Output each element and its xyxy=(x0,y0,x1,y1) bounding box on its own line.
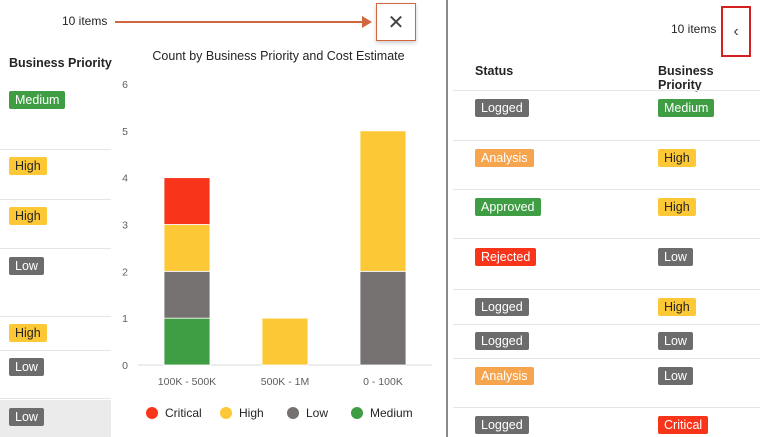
row-separator xyxy=(0,350,111,351)
status-badge: Analysis xyxy=(475,367,534,385)
right-panel: 10 items ‹ Status Business Priority Logg… xyxy=(448,0,760,437)
row-separator xyxy=(0,316,111,317)
column-header-priority[interactable]: Business Priority xyxy=(658,64,714,92)
chart-canvas: 0 1 2 3 4 5 6 100K - 500K 500K - 1M 0 - 100K Criti… xyxy=(122,79,432,420)
x-tick-label: 0 - 100K xyxy=(363,376,403,388)
legend-marker-critical xyxy=(146,407,158,419)
legend-label: Low xyxy=(306,406,328,420)
annotation-arrow-line xyxy=(115,21,365,23)
priority-badge: High xyxy=(658,198,696,216)
y-tick-label: 4 xyxy=(122,173,128,185)
row-separator xyxy=(453,407,760,408)
legend-label: Medium xyxy=(370,406,413,420)
row-separator xyxy=(0,149,111,150)
priority-badge: High xyxy=(9,157,47,175)
bar-segment-high xyxy=(261,317,309,366)
priority-badge: Low xyxy=(658,248,693,266)
panel-divider[interactable] xyxy=(446,0,448,437)
y-tick-label: 0 xyxy=(122,360,128,372)
legend-label: Critical xyxy=(165,406,202,420)
x-tick-label: 500K - 1M xyxy=(261,376,309,388)
row-separator xyxy=(453,140,760,141)
legend-marker-high xyxy=(220,407,232,419)
row-separator xyxy=(453,324,760,325)
bar-segment-high xyxy=(163,224,211,272)
items-count: 10 items xyxy=(62,14,108,28)
priority-badge: Medium xyxy=(658,99,715,117)
bar-segment-low xyxy=(359,270,407,366)
y-tick-label: 2 xyxy=(122,266,128,278)
status-badge: Logged xyxy=(475,298,529,316)
priority-badge: Low xyxy=(658,367,693,385)
priority-badge: Low xyxy=(9,358,44,376)
y-tick-label: 6 xyxy=(122,79,128,91)
annotation-arrow-head xyxy=(362,16,372,28)
stacked-bar-chart: Count by Business Priority and Cost Esti… xyxy=(112,40,445,437)
bar-segment-medium xyxy=(163,317,211,366)
status-badge: Logged xyxy=(475,99,529,117)
status-badge: Rejected xyxy=(475,248,537,266)
left-panel: 10 items ✕ Business Priority Medium High H… xyxy=(0,3,445,437)
row-separator xyxy=(453,189,760,190)
x-tick-label: 100K - 500K xyxy=(158,376,216,388)
status-badge: Logged xyxy=(475,332,529,350)
row-separator xyxy=(453,289,760,290)
priority-badge: Low xyxy=(9,408,44,426)
row-separator xyxy=(453,238,760,239)
y-tick-label: 5 xyxy=(122,126,128,138)
legend-marker-low xyxy=(287,407,299,419)
priority-badge: High xyxy=(9,324,47,342)
column-header-business-priority[interactable]: Business Priority xyxy=(9,56,112,70)
y-tick-label: 3 xyxy=(122,220,128,232)
status-badge: Approved xyxy=(475,198,541,216)
close-button[interactable]: ✕ xyxy=(376,3,416,41)
column-header-status[interactable]: Status xyxy=(475,64,514,78)
priority-badge: Critical xyxy=(658,416,709,434)
status-badge: Analysis xyxy=(475,149,534,167)
priority-badge: Low xyxy=(658,332,693,350)
bar-segment-high xyxy=(359,130,407,272)
priority-badge: High xyxy=(658,298,696,316)
chevron-left-icon: ‹ xyxy=(733,22,739,40)
bar-segment-low xyxy=(163,270,211,319)
row-separator xyxy=(453,358,760,359)
row-separator xyxy=(0,199,111,200)
priority-badge: Low xyxy=(9,257,44,275)
header-separator xyxy=(453,90,760,91)
status-badge: Logged xyxy=(475,416,529,434)
priority-badge: Medium xyxy=(9,91,66,109)
y-tick-label: 1 xyxy=(122,313,128,325)
expand-button[interactable]: ‹ xyxy=(721,6,751,57)
priority-badge: High xyxy=(658,149,696,167)
bar-segment-critical xyxy=(163,177,211,225)
close-icon: ✕ xyxy=(387,11,405,34)
items-count-right: 10 items xyxy=(671,22,717,36)
row-separator xyxy=(0,248,111,249)
priority-badge: High xyxy=(9,207,47,225)
chart-title: Count by Business Priority and Cost Esti… xyxy=(152,49,405,63)
row-separator xyxy=(0,398,111,399)
legend-marker-medium xyxy=(351,407,363,419)
legend-label: High xyxy=(239,406,264,420)
